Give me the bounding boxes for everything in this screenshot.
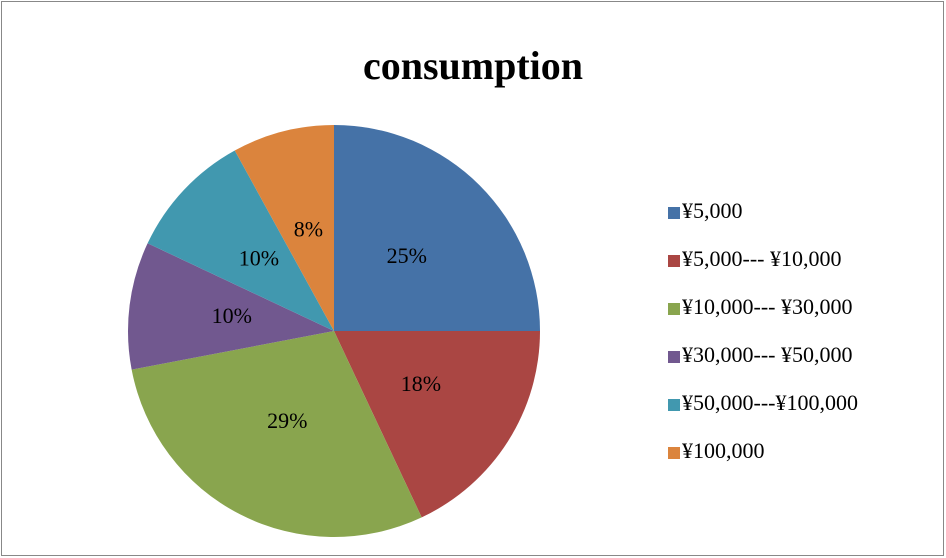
pie-slice <box>234 125 334 331</box>
legend-swatch <box>668 351 680 363</box>
data-label: 18% <box>401 371 441 396</box>
pie-slice <box>334 331 540 518</box>
legend-label: ¥30,000--- ¥50,000 <box>682 342 852 367</box>
data-label: 8% <box>294 216 323 241</box>
legend-label: ¥10,000--- ¥30,000 <box>682 294 852 319</box>
data-label: 10% <box>239 246 279 271</box>
legend-label: ¥5,000--- ¥10,000 <box>682 246 841 271</box>
legend-swatch <box>668 255 680 267</box>
legend-swatch <box>668 447 680 459</box>
chart-title: consumption <box>363 43 583 88</box>
legend-label: ¥5,000 <box>682 198 743 223</box>
data-label: 10% <box>212 303 252 328</box>
pie-slice <box>147 150 334 331</box>
pie-slice <box>131 331 422 537</box>
legend-swatch <box>668 207 680 219</box>
legend-swatch <box>668 399 680 411</box>
data-label: 29% <box>267 408 307 433</box>
pie-slice <box>334 125 540 331</box>
pie-slice <box>128 243 334 370</box>
legend-swatch <box>668 303 680 315</box>
data-label: 25% <box>387 243 427 268</box>
legend-label: ¥50,000---¥100,000 <box>682 390 858 415</box>
legend-label: ¥100,000 <box>682 438 765 463</box>
